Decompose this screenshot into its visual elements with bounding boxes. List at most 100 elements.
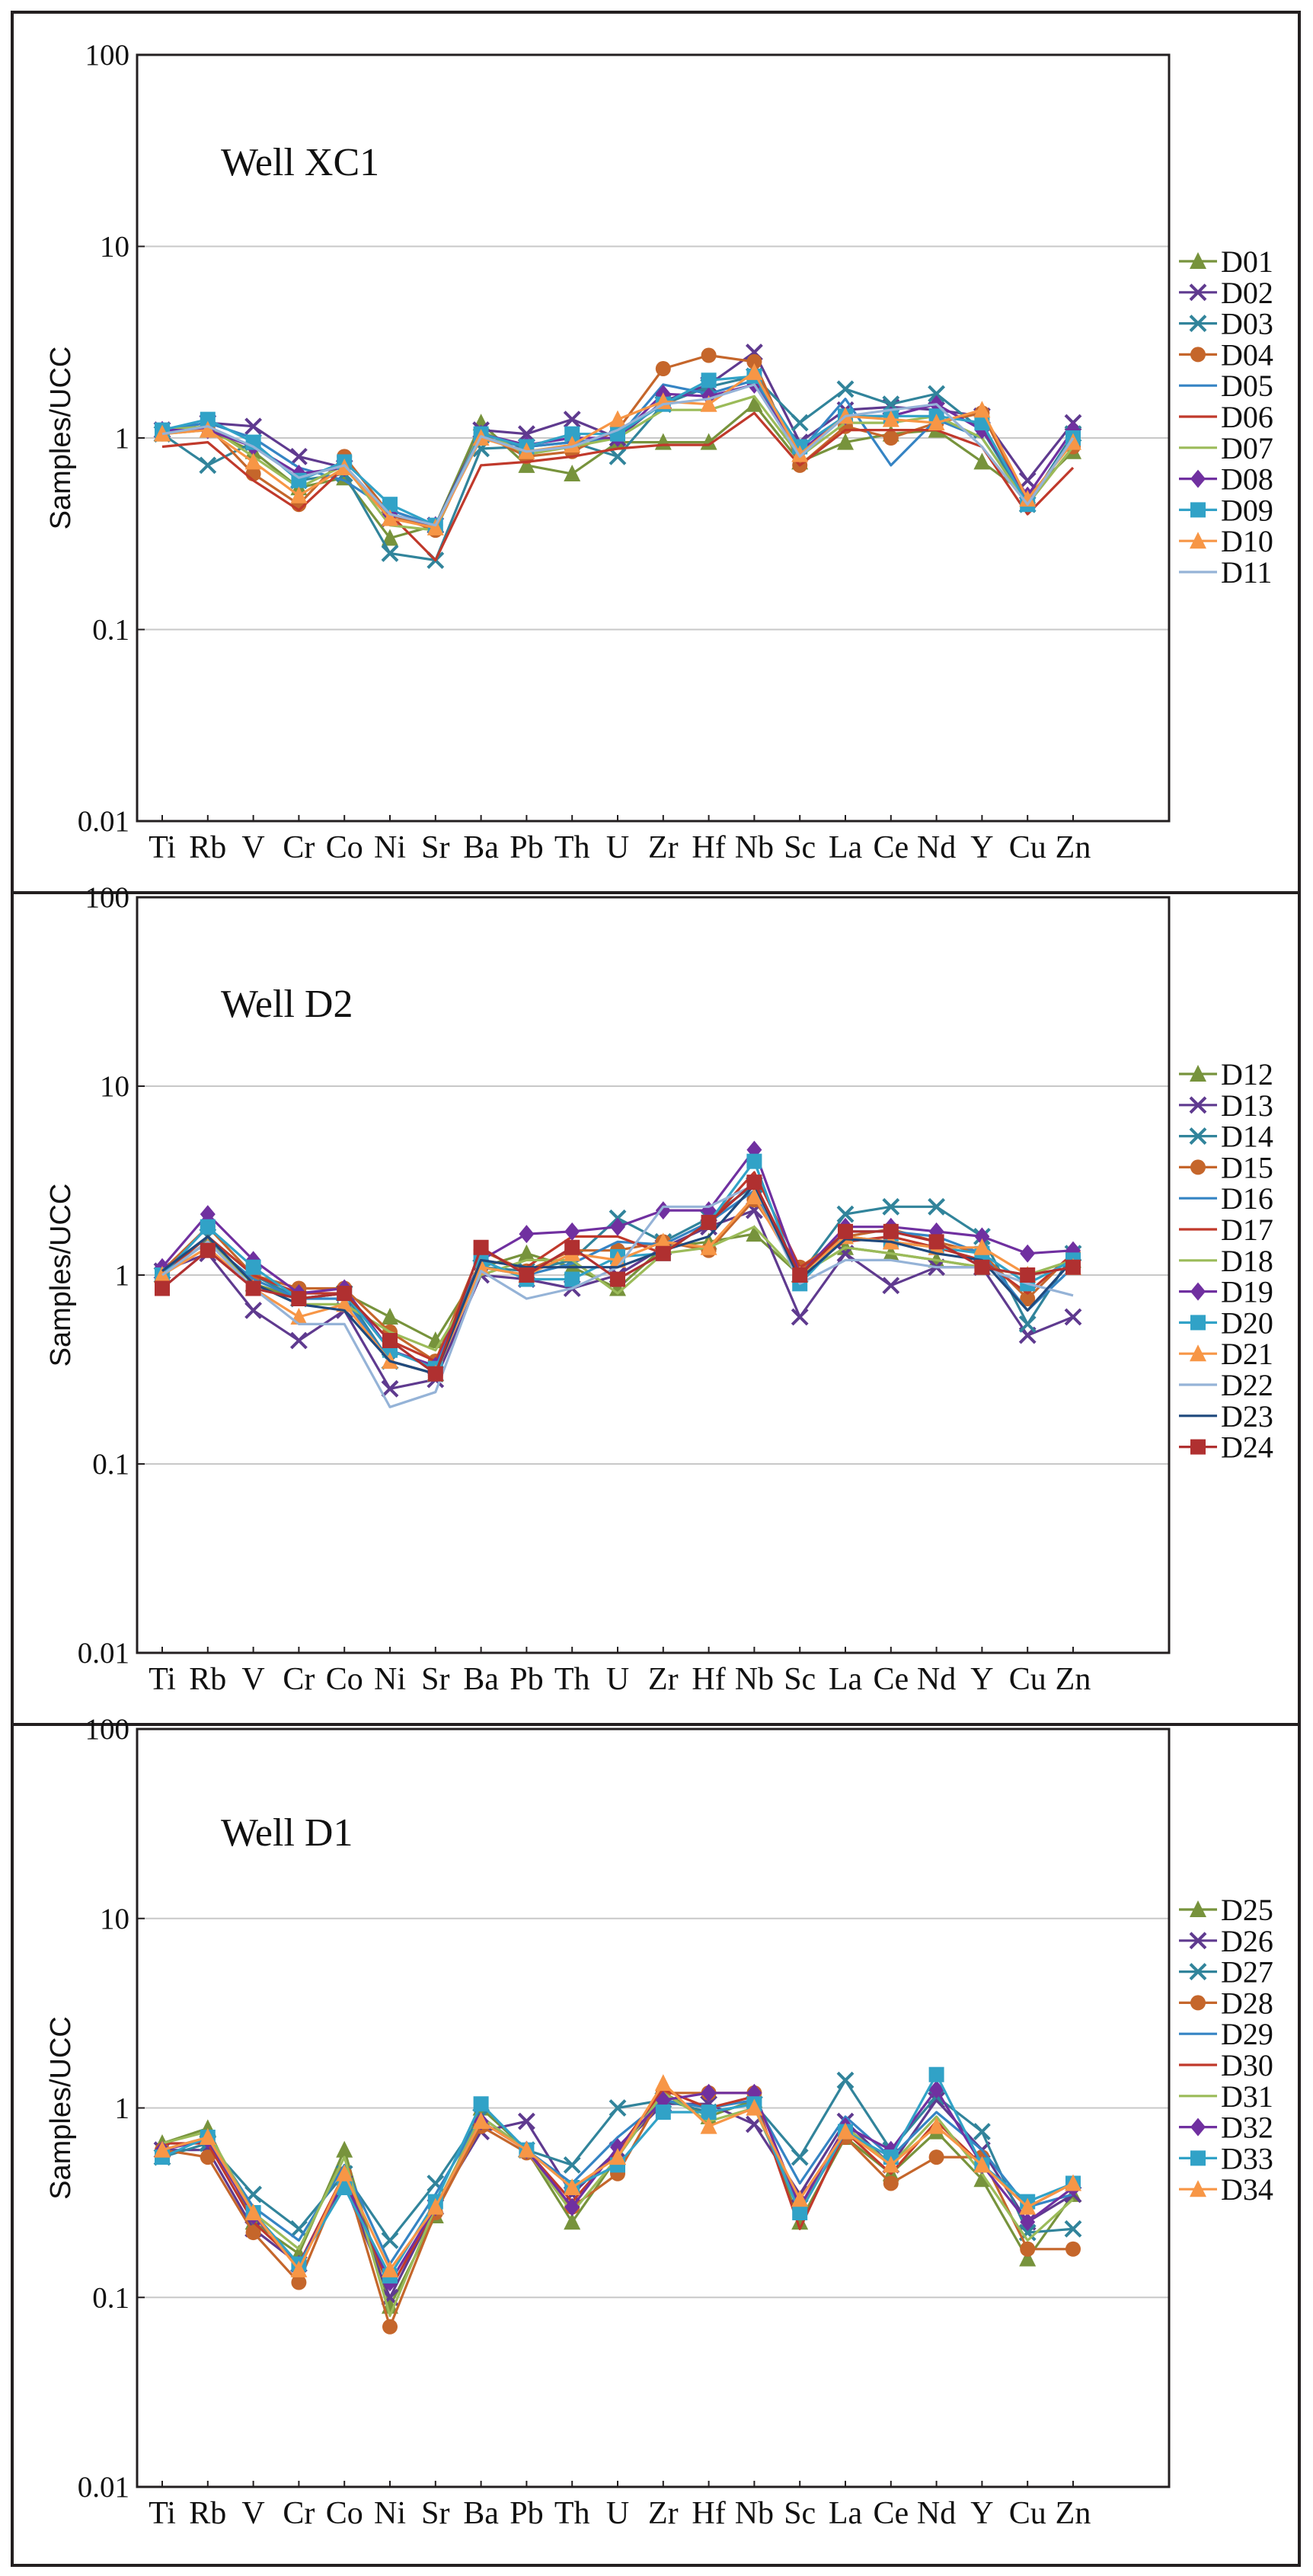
x-tick-label: Cr [283, 830, 315, 865]
data-point [427, 1366, 443, 1382]
data-point [609, 1279, 626, 1296]
series-D16 [161, 1189, 1075, 1376]
y-tick-label: 1 [115, 1259, 130, 1292]
x-tick-label: La [829, 1662, 863, 1697]
data-point [746, 1187, 763, 1205]
legend-marker [1190, 1159, 1206, 1175]
data-point [382, 2260, 398, 2277]
data-point [928, 2149, 944, 2165]
y-tick-label: 10 [100, 1070, 129, 1103]
x-tick-label: Rb [189, 830, 226, 865]
series-D18 [161, 1226, 1074, 1352]
data-point [564, 465, 581, 482]
x-tick-label: V [241, 830, 264, 865]
data-point [517, 425, 535, 443]
x-tick-label: Ba [463, 2496, 499, 2531]
legend-item: D14 [1179, 1120, 1273, 1154]
legend-label: D18 [1221, 1244, 1273, 1278]
legend-marker [1190, 2180, 1206, 2197]
x-tick-label: Co [326, 2496, 363, 2531]
x-tick-label: Th [554, 1662, 590, 1697]
legend-label: D11 [1221, 555, 1272, 590]
legend-marker [1189, 283, 1207, 302]
data-point [973, 452, 991, 470]
data-point [654, 2074, 672, 2092]
panel-title: Well D1 [221, 1811, 353, 1855]
data-point [700, 1238, 717, 1255]
data-point [245, 1280, 261, 1296]
data-point [700, 2117, 717, 2134]
data-point [609, 2148, 626, 2165]
x-tick-label: Hf [692, 1662, 725, 1697]
data-point [791, 445, 809, 462]
data-point [792, 1267, 808, 1283]
data-point [1018, 471, 1037, 490]
data-point [290, 2260, 308, 2277]
data-point [1065, 2241, 1081, 2257]
data-point [655, 361, 671, 377]
legend-marker [1190, 252, 1206, 269]
data-point [382, 1308, 398, 1325]
legend-item: D07 [1179, 431, 1273, 465]
legend-label: D30 [1221, 2048, 1273, 2082]
legend-item: D16 [1179, 1181, 1273, 1216]
x-tick-label: Ce [873, 1662, 909, 1697]
series-D24 [155, 1175, 1081, 1382]
data-point [564, 1239, 580, 1255]
x-tick-label: Sr [421, 830, 449, 865]
panel-frame [11, 891, 1301, 1726]
data-point [838, 1223, 853, 1239]
legend-label: D09 [1221, 493, 1273, 527]
legend-item: D22 [1179, 1368, 1273, 1402]
x-tick-label: Y [970, 2496, 993, 2531]
x-tick-label: Sc [784, 2496, 816, 2531]
legend-label: D01 [1221, 244, 1273, 279]
series-D03 [153, 367, 1082, 569]
y-tick-label: 100 [85, 1713, 130, 1746]
legend-item: D25 [1179, 1893, 1273, 1927]
chart-panel: 0.01 0.1 1 10 100 Samples/UCC Well D1 Ti Rb V Cr Co… [11, 1713, 1301, 2567]
legend-item: D26 [1179, 1924, 1273, 1958]
x-tick-label: Ce [873, 830, 909, 865]
legend-label: D17 [1221, 1213, 1273, 1247]
data-point [654, 1232, 672, 1250]
data-point [244, 2204, 262, 2221]
data-point [837, 2122, 854, 2140]
data-point [517, 2112, 535, 2130]
data-point [473, 2096, 489, 2112]
data-point [746, 363, 763, 380]
x-tick-label: Nb [735, 1662, 774, 1697]
legend-label: D23 [1221, 1399, 1273, 1433]
data-point [746, 2098, 763, 2116]
data-point [564, 1271, 580, 1287]
data-point [1019, 2197, 1037, 2215]
legend-label: D31 [1221, 2079, 1273, 2114]
series-line [161, 2098, 1074, 2265]
data-point [563, 411, 581, 429]
data-point [1065, 1259, 1081, 1275]
x-tick-label: Cr [283, 1662, 315, 1697]
legend-item: D17 [1179, 1213, 1273, 1247]
legend-marker [1190, 1439, 1206, 1455]
x-tick-label: V [241, 1662, 264, 1697]
legend-label: D06 [1221, 400, 1273, 434]
data-point [245, 1259, 261, 1275]
legend-marker [1190, 532, 1206, 549]
legend-item: D30 [1179, 2048, 1273, 2082]
legend-item: D21 [1179, 1337, 1273, 1371]
legend-marker [1189, 1963, 1207, 1981]
data-point [382, 509, 398, 526]
y-tick-label: 0.1 [92, 1448, 129, 1481]
legend-item: D13 [1179, 1088, 1273, 1123]
data-point [200, 2149, 216, 2165]
legend-label: D05 [1221, 369, 1273, 403]
x-tick-label: U [606, 830, 629, 865]
data-point [928, 2117, 945, 2134]
panel-title: Well D2 [221, 983, 353, 1026]
y-tick-label: 100 [85, 39, 130, 72]
x-tick-label: Pb [510, 2496, 543, 2531]
legend-item: D08 [1179, 462, 1273, 497]
data-point [564, 1222, 580, 1241]
data-point [609, 2099, 627, 2117]
data-point [200, 1242, 216, 1258]
